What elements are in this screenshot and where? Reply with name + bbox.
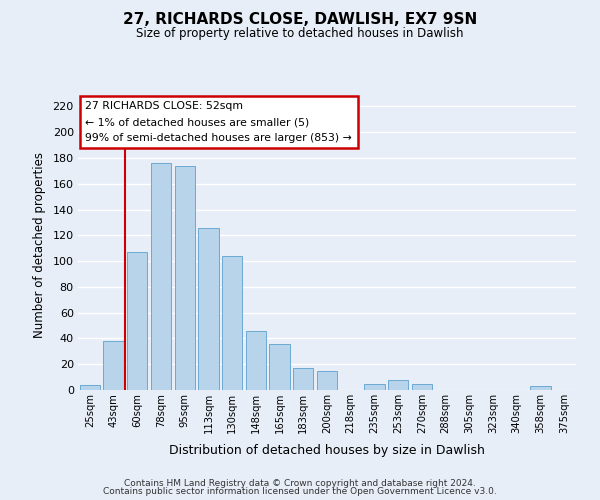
Bar: [269, 344, 290, 390]
Bar: [530, 386, 551, 390]
Bar: [199, 228, 218, 390]
Y-axis label: Number of detached properties: Number of detached properties: [32, 152, 46, 338]
Bar: [151, 163, 171, 390]
Text: Contains HM Land Registry data © Crown copyright and database right 2024.: Contains HM Land Registry data © Crown c…: [124, 478, 476, 488]
Bar: [246, 330, 266, 390]
Bar: [127, 252, 148, 390]
Bar: [175, 166, 195, 390]
Bar: [222, 256, 242, 390]
Bar: [317, 370, 337, 390]
X-axis label: Distribution of detached houses by size in Dawlish: Distribution of detached houses by size …: [169, 444, 485, 458]
Bar: [80, 385, 100, 390]
Text: 27, RICHARDS CLOSE, DAWLISH, EX7 9SN: 27, RICHARDS CLOSE, DAWLISH, EX7 9SN: [123, 12, 477, 28]
Text: 27 RICHARDS CLOSE: 52sqm
← 1% of detached houses are smaller (5)
99% of semi-det: 27 RICHARDS CLOSE: 52sqm ← 1% of detache…: [85, 102, 352, 142]
Bar: [388, 380, 408, 390]
Bar: [103, 341, 124, 390]
Bar: [412, 384, 432, 390]
Text: Size of property relative to detached houses in Dawlish: Size of property relative to detached ho…: [136, 28, 464, 40]
Text: Contains public sector information licensed under the Open Government Licence v3: Contains public sector information licen…: [103, 488, 497, 496]
Bar: [293, 368, 313, 390]
Bar: [364, 384, 385, 390]
